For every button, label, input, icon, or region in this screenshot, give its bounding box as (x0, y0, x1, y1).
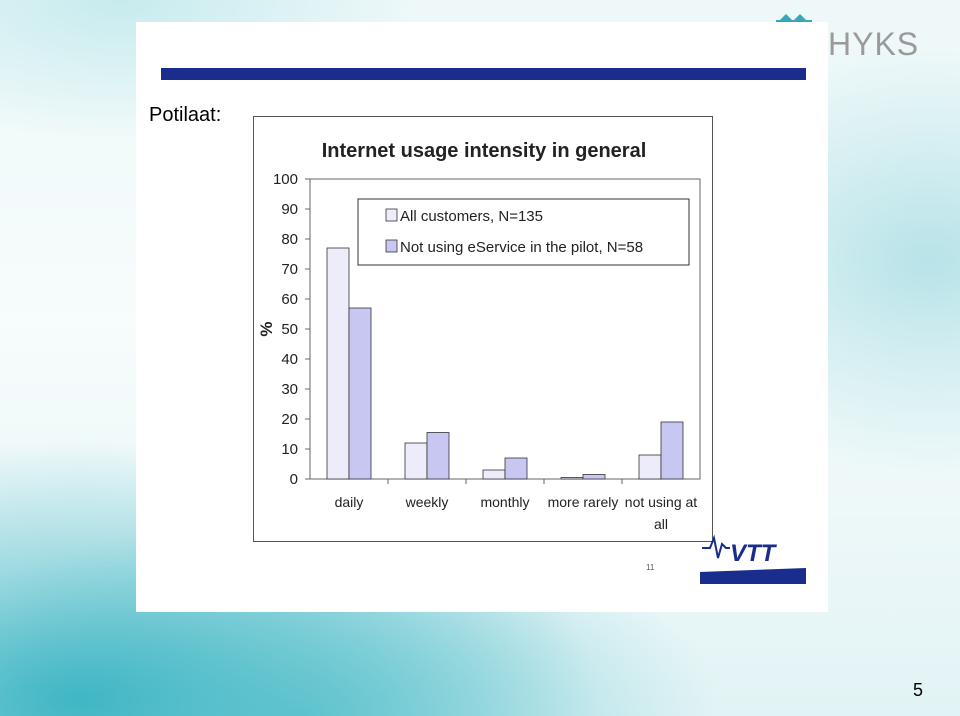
vtt-logo-text: VTT (730, 540, 778, 567)
y-tick-label: 90 (281, 201, 298, 218)
y-tick-label: 30 (281, 381, 298, 398)
y-tick-label: 0 (290, 471, 298, 488)
vtt-logo: VTT (700, 532, 810, 588)
legend-label: All customers, N=135 (400, 208, 543, 225)
bar-not-using-eservice (582, 474, 606, 480)
x-tick-label: monthly (480, 494, 529, 510)
y-tick-label: 50 (281, 321, 298, 338)
hyks-logo-icon (776, 14, 812, 22)
bar-all-customers (404, 442, 428, 480)
y-tick-label: 70 (281, 261, 298, 278)
chart-title: Internet usage intensity in general (322, 140, 647, 162)
y-tick-label: 10 (281, 441, 298, 458)
header-bar (161, 68, 806, 80)
x-tick-label: daily (335, 494, 364, 510)
bar-not-using-eservice (348, 307, 372, 480)
y-tick-label: 80 (281, 231, 298, 248)
legend-label: Not using eService in the pilot, N=58 (400, 239, 643, 256)
legend-swatch (385, 239, 398, 253)
x-tick-label: weekly (405, 494, 449, 510)
legend-box (357, 198, 690, 266)
bar-all-customers (326, 247, 350, 480)
bar-chart: Internet usage intensity in general 0 10 20… (257, 140, 701, 532)
vtt-logo-icon: VTT (700, 534, 806, 584)
y-tick-label: 100 (273, 171, 298, 188)
bar-all-customers (482, 469, 506, 480)
bar-all-customers (560, 477, 584, 480)
x-tick-label: not using at (625, 494, 697, 510)
x-tick-label: all (654, 516, 668, 532)
y-tick-label: 20 (281, 411, 298, 428)
slide-heading: Potilaat: (149, 104, 222, 126)
y-axis-label: % (257, 321, 276, 336)
footnote: 11 (646, 563, 655, 572)
x-tick-label: more rarely (548, 494, 619, 510)
chart-frame: Internet usage intensity in general 0 10 20… (253, 116, 713, 542)
bar-not-using-eservice (660, 421, 684, 480)
slide-number: 5 (913, 680, 924, 700)
legend-swatch (385, 208, 398, 222)
bar-not-using-eservice (426, 432, 450, 480)
y-tick-label: 40 (281, 351, 298, 368)
hyks-logo: HYKS (776, 14, 920, 62)
hyks-logo-text: HYKS (828, 26, 920, 62)
y-tick-label: 60 (281, 291, 298, 308)
bar-not-using-eservice (504, 457, 528, 480)
bar-all-customers (638, 454, 662, 480)
